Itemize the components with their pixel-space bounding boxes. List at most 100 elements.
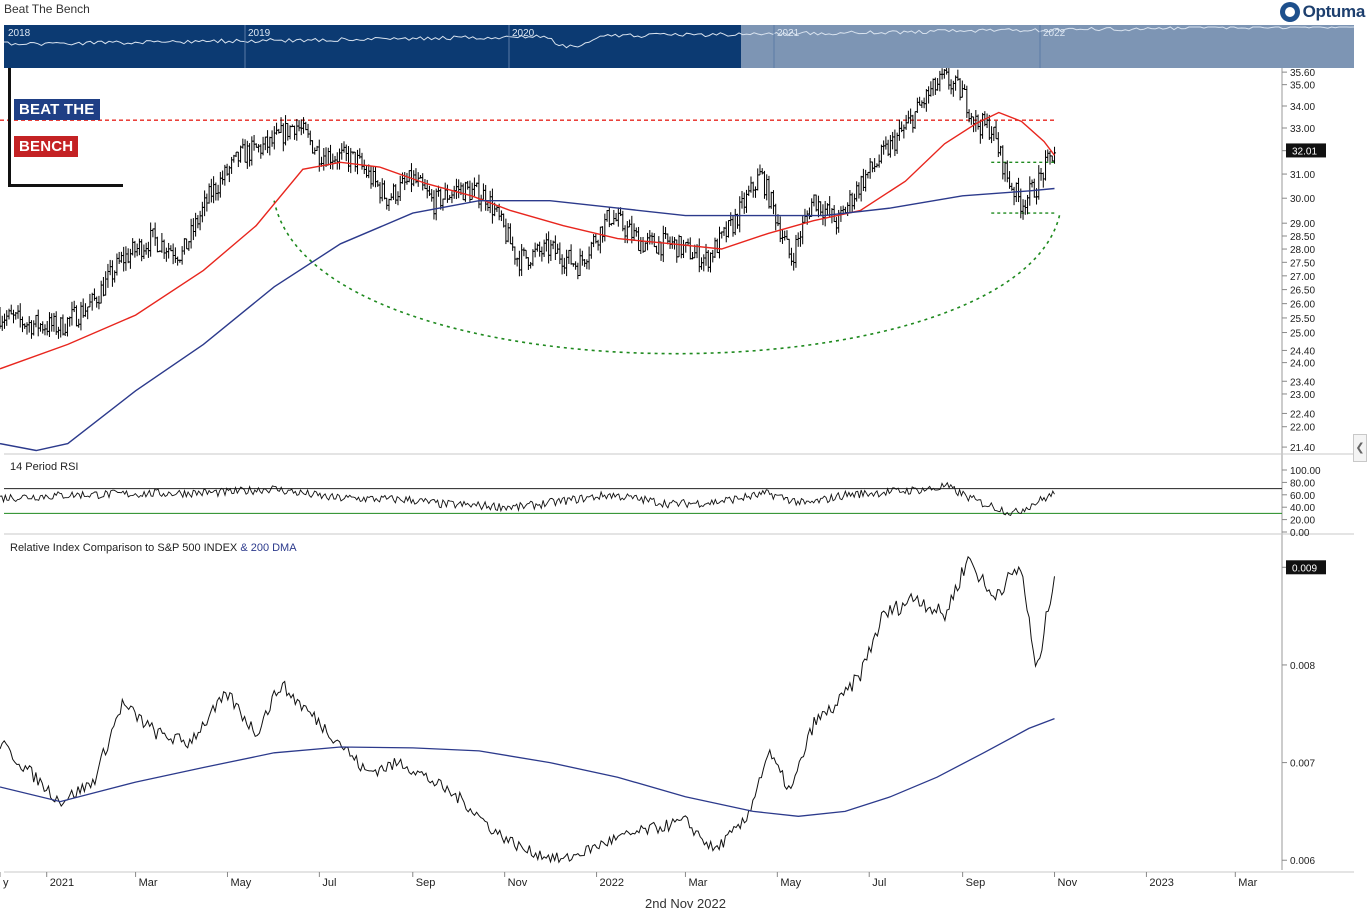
price-bar [749, 176, 753, 193]
price-bar [1046, 149, 1050, 162]
price-bar [931, 78, 935, 96]
price-bar [25, 322, 29, 335]
price-tick-label: 27.50 [1290, 258, 1315, 269]
x-tick-label: Jul [322, 877, 336, 889]
price-bar [767, 175, 771, 209]
chart-title: Beat The Bench [4, 2, 90, 16]
relative-panel[interactable] [0, 555, 1055, 864]
price-bar [443, 182, 447, 200]
price-bar [843, 206, 847, 214]
price-bar [340, 143, 344, 160]
price-bar [733, 208, 737, 236]
price-bar [286, 123, 290, 141]
last-relative-badge [1286, 560, 1326, 575]
price-bar [657, 236, 661, 255]
price-bar [758, 164, 762, 176]
price-bar [556, 243, 560, 254]
navigator-selection[interactable] [741, 25, 1354, 68]
price-bar [45, 320, 49, 336]
price-bar [151, 228, 155, 238]
price-bar [659, 241, 663, 261]
price-bar [61, 314, 65, 336]
navigator-year-label: 2019 [248, 28, 271, 39]
relative-title-dma: & 200 DMA [240, 542, 297, 554]
price-bar [553, 235, 557, 261]
price-bar [360, 152, 364, 170]
price-bar [16, 305, 20, 319]
price-bar [155, 236, 159, 253]
collapse-panel-button[interactable]: ❮ [1353, 434, 1367, 462]
price-bar [124, 246, 128, 271]
price-bar [585, 259, 589, 270]
price-bar [472, 177, 476, 197]
price-bar [760, 168, 764, 175]
price-bar [200, 201, 204, 223]
price-bar [888, 134, 892, 158]
price-bar [947, 68, 951, 90]
x-tick-label: Mar [688, 877, 707, 889]
rsi-panel[interactable] [0, 481, 1282, 516]
price-bar [101, 277, 105, 297]
price-bar [796, 232, 800, 247]
navigator-year-label: 2021 [777, 28, 800, 39]
price-bar [5, 310, 9, 326]
price-bar [284, 115, 288, 146]
price-bar [718, 226, 722, 259]
price-bar [744, 189, 748, 213]
x-tick-label: May [780, 877, 801, 889]
price-bar [787, 238, 791, 259]
navigator-strip[interactable] [4, 25, 1355, 68]
price-bar [137, 238, 141, 256]
price-bar [439, 188, 443, 210]
price-bar [59, 317, 63, 338]
price-tick-label: 28.00 [1290, 245, 1315, 256]
price-bar [675, 239, 679, 263]
price-bar [558, 242, 562, 265]
price-bar [371, 166, 375, 187]
price-bar [816, 195, 820, 218]
price-bar [27, 316, 31, 333]
price-bar [466, 180, 470, 190]
price-bar [864, 169, 868, 192]
price-bar [308, 130, 312, 146]
price-bar [603, 213, 607, 242]
price-bar [241, 138, 245, 149]
price-panel[interactable] [0, 64, 1061, 452]
price-bar [574, 261, 578, 270]
price-bar [882, 140, 886, 155]
price-bar [99, 280, 103, 304]
price-bar [978, 120, 982, 144]
price-bar [792, 252, 796, 271]
price-bar [104, 271, 108, 296]
price-bar [711, 249, 715, 263]
price-bar [268, 136, 272, 156]
price-bar [77, 318, 81, 328]
price-bar [1012, 186, 1016, 206]
relative-tick-label: 0.008 [1290, 661, 1315, 672]
price-bar [52, 312, 56, 332]
price-bar [110, 260, 114, 287]
price-tick-label: 23.40 [1290, 377, 1315, 388]
price-bar [398, 175, 402, 201]
price-bar [1021, 199, 1025, 220]
price-bar [95, 296, 99, 308]
price-bar [753, 186, 757, 198]
relative-tick-label: 0.007 [1290, 759, 1315, 770]
price-bar [203, 190, 207, 217]
relative-dma-line [0, 717, 1055, 817]
price-bar [1019, 188, 1023, 219]
price-bar [338, 148, 342, 170]
price-bar [859, 175, 863, 202]
x-tick-label: y [3, 877, 9, 889]
price-bar [243, 139, 247, 163]
price-bar [578, 248, 582, 277]
price-bar [18, 303, 22, 328]
navigator-line [4, 26, 1355, 49]
price-bar [441, 198, 445, 211]
price-bar [295, 118, 299, 141]
price-tick-label: 25.50 [1290, 314, 1315, 325]
price-bar [495, 206, 499, 212]
price-bar [414, 168, 418, 184]
price-bar [356, 149, 360, 175]
